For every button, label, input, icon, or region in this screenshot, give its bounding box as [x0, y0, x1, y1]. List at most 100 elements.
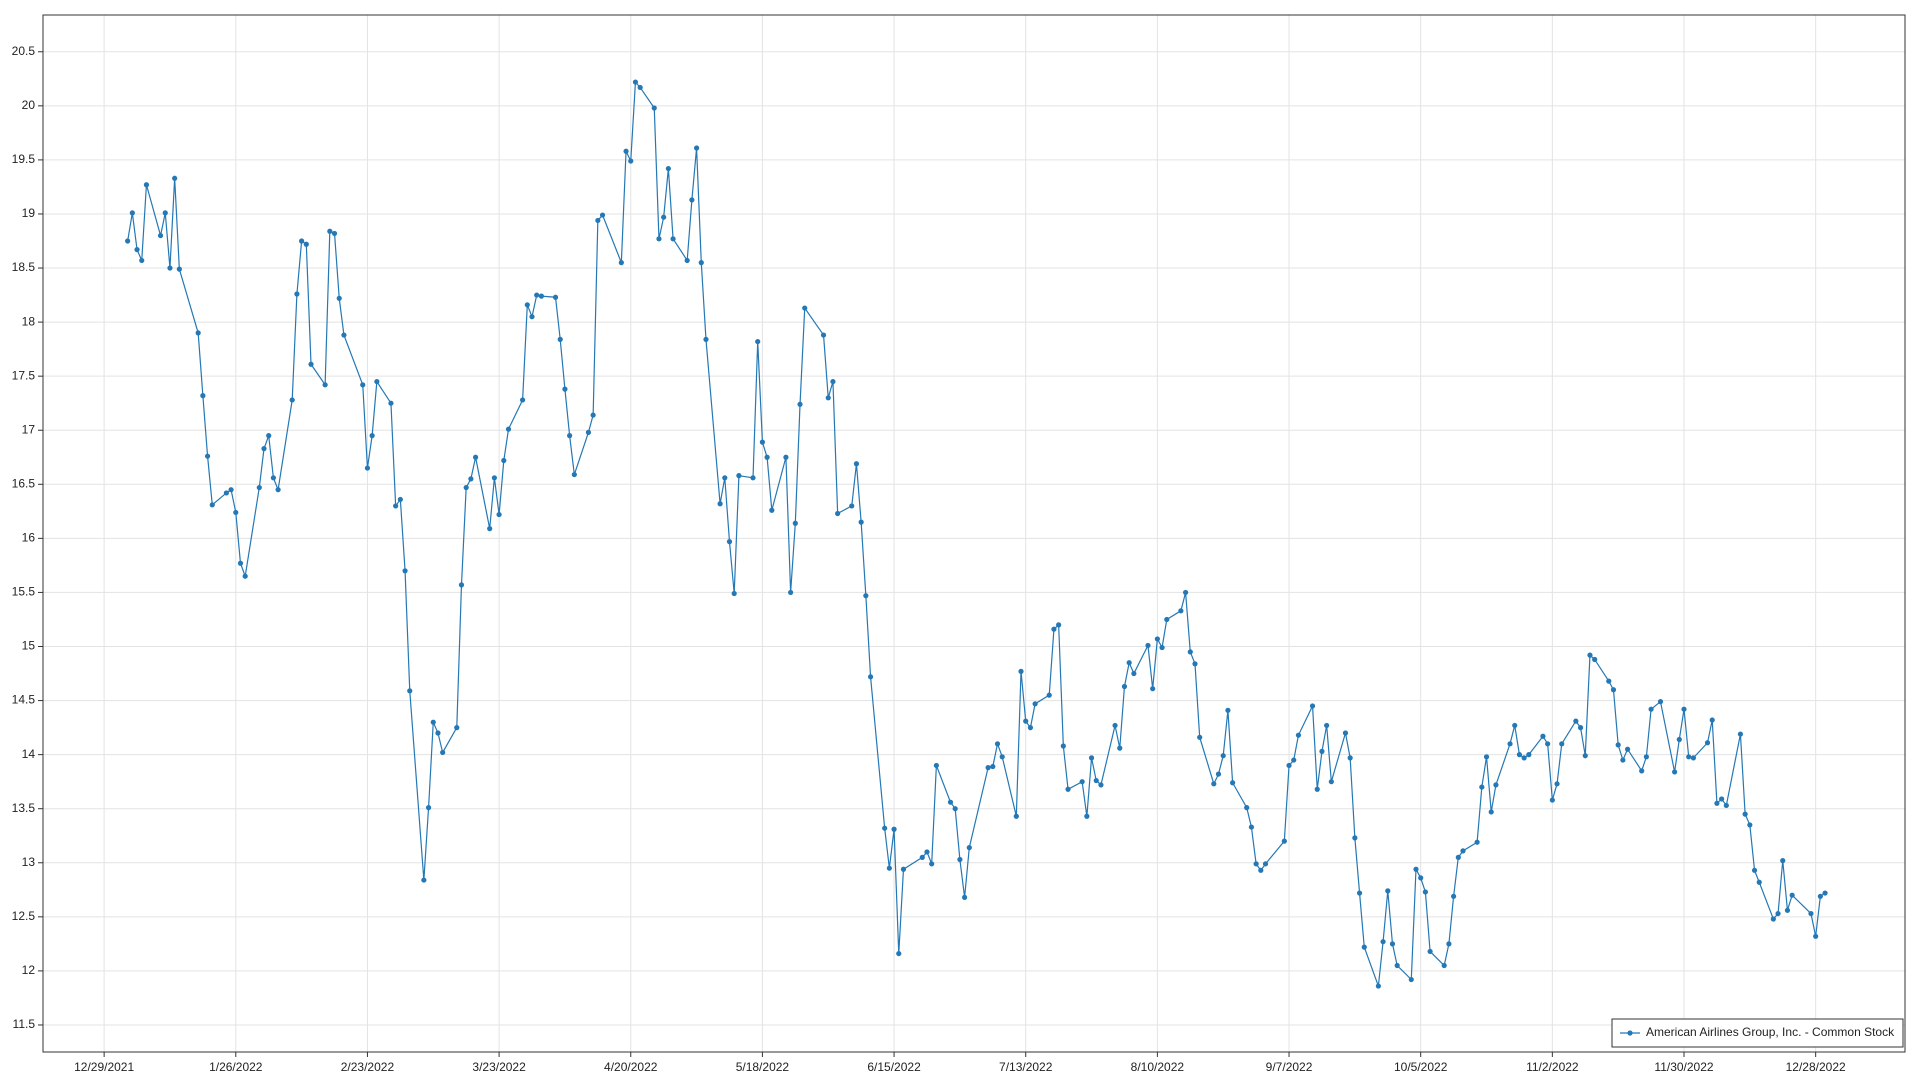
- data-point: [1742, 811, 1748, 817]
- data-point: [1347, 755, 1353, 761]
- data-point: [157, 232, 164, 239]
- data-point: [1657, 699, 1664, 705]
- data-point: [1159, 644, 1165, 651]
- data-point: [1385, 888, 1391, 894]
- x-tick-label: 9/7/2022: [1266, 1060, 1313, 1074]
- data-point: [463, 484, 469, 491]
- data-point: [1507, 741, 1513, 747]
- data-point: [1488, 809, 1494, 815]
- data-point: [849, 503, 855, 509]
- data-point: [1817, 893, 1823, 899]
- data-point: [487, 526, 493, 532]
- data-point: [788, 589, 794, 596]
- data-point: [722, 475, 728, 481]
- y-tick-label: 18.5: [12, 260, 36, 274]
- data-point: [374, 378, 380, 385]
- data-point: [1262, 861, 1269, 867]
- data-point: [1709, 717, 1715, 723]
- data-point: [1295, 732, 1302, 738]
- y-tick-label: 12: [22, 963, 36, 977]
- data-point: [1643, 754, 1649, 760]
- y-tick-label: 14: [22, 747, 36, 761]
- data-point: [162, 210, 168, 216]
- data-point: [1582, 753, 1588, 759]
- data-point: [303, 241, 309, 247]
- data-point: [863, 593, 869, 599]
- data-point: [430, 719, 436, 725]
- data-point: [1545, 741, 1551, 747]
- data-point: [1060, 743, 1066, 749]
- data-point: [294, 291, 300, 297]
- data-point: [261, 446, 267, 452]
- data-point: [1023, 718, 1029, 724]
- data-point: [1756, 879, 1762, 885]
- data-point: [783, 454, 789, 460]
- data-point: [1380, 939, 1386, 945]
- data-point: [933, 762, 939, 769]
- data-point: [1013, 813, 1019, 819]
- data-point: [1046, 692, 1052, 698]
- data-point: [1413, 866, 1419, 872]
- data-point: [1192, 661, 1198, 667]
- data-point: [1051, 626, 1057, 632]
- data-point: [270, 475, 276, 481]
- data-point: [1084, 813, 1090, 819]
- data-point: [820, 332, 827, 338]
- x-tick-label: 3/23/2022: [472, 1060, 526, 1074]
- data-point: [1286, 762, 1292, 769]
- x-tick-label: 10/5/2022: [1394, 1060, 1448, 1074]
- data-point: [919, 854, 925, 860]
- data-point: [661, 214, 667, 220]
- data-point: [853, 461, 860, 467]
- data-point: [1178, 608, 1184, 614]
- data-point: [1065, 786, 1071, 792]
- data-point: [567, 433, 573, 439]
- data-point: [1187, 649, 1193, 655]
- data-point: [1686, 754, 1692, 760]
- data-point: [397, 496, 403, 503]
- data-point: [176, 266, 182, 272]
- data-point: [1093, 777, 1099, 784]
- data-point: [402, 568, 408, 574]
- data-point: [717, 501, 723, 507]
- data-point: [693, 145, 700, 151]
- data-point: [882, 825, 888, 831]
- x-tick-label: 2/23/2022: [341, 1060, 395, 1074]
- data-point: [1098, 782, 1104, 788]
- data-point: [1587, 652, 1593, 658]
- data-point: [1197, 734, 1203, 740]
- data-point: [529, 314, 535, 320]
- data-point: [1244, 805, 1250, 811]
- data-point: [1291, 757, 1297, 763]
- data-point: [698, 260, 704, 266]
- data-point: [1784, 907, 1791, 913]
- data-point: [1521, 755, 1527, 761]
- data-point: [557, 336, 563, 343]
- data-point: [1258, 867, 1264, 873]
- data-point: [755, 338, 761, 345]
- data-point: [1474, 839, 1480, 845]
- data-point: [1592, 656, 1598, 663]
- y-tick-label: 14.5: [12, 693, 36, 707]
- data-point: [1422, 889, 1428, 895]
- data-point: [1441, 962, 1447, 969]
- data-point: [129, 210, 135, 216]
- data-point: [1253, 861, 1259, 867]
- data-point: [952, 806, 958, 812]
- data-point: [1446, 941, 1452, 947]
- data-point: [689, 197, 695, 203]
- data-point: [1117, 745, 1123, 751]
- data-point: [1281, 838, 1287, 844]
- data-point: [1150, 686, 1156, 692]
- data-point: [327, 228, 333, 234]
- x-tick-label: 12/29/2021: [74, 1060, 134, 1074]
- data-point: [440, 749, 446, 756]
- data-point: [957, 856, 963, 863]
- x-tick-label: 11/30/2022: [1654, 1060, 1713, 1074]
- data-point: [1215, 771, 1222, 777]
- y-tick-label: 16.5: [12, 476, 36, 490]
- data-point: [496, 511, 502, 518]
- y-tick-label: 12.5: [12, 909, 36, 923]
- data-point: [1164, 616, 1170, 623]
- data-point: [571, 471, 577, 478]
